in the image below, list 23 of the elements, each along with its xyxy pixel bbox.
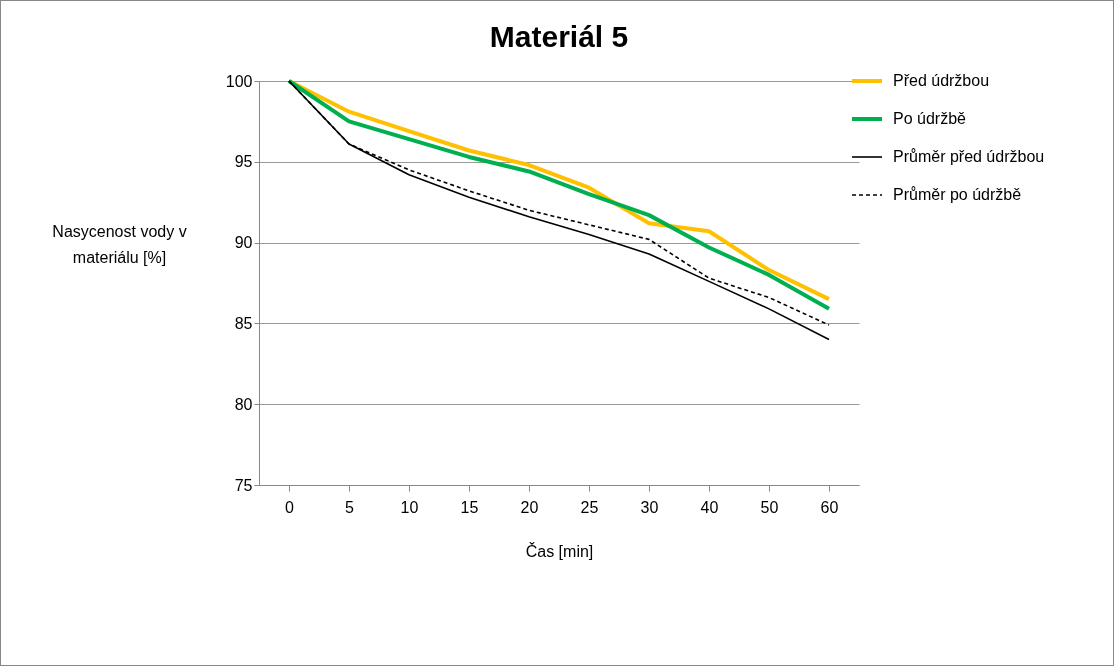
x-tick-label: 60 (820, 498, 839, 516)
x-tick-label: 10 (400, 498, 419, 516)
y-tick-label: 85 (234, 314, 253, 332)
x-tick-label: 30 (640, 498, 659, 516)
x-tick-label: 20 (520, 498, 539, 516)
legend-label: Průměr po údržbě (893, 186, 1022, 203)
y-axis-title: Nasycenost vody v materiálu [%] (52, 222, 187, 266)
legend-label: Po údržbě (893, 110, 967, 127)
y-tick-label: 80 (234, 395, 253, 413)
y-tick-label: 75 (234, 476, 253, 494)
x-tick-label: 15 (460, 498, 479, 516)
y-tick-label: 95 (234, 153, 253, 171)
legend-label: Průměr před údržbou (893, 148, 1045, 165)
x-tick-label: 40 (700, 498, 719, 516)
x-axis-title: Čas [min] (525, 541, 594, 560)
y-tick-label: 90 (234, 234, 253, 252)
x-tick-label: 0 (285, 498, 295, 516)
legend-label: Před údržbou (893, 72, 990, 89)
y-tick-label: 100 (225, 72, 253, 90)
x-tick-label: 25 (580, 498, 599, 516)
chart-title: Materiál 5 (489, 20, 629, 53)
x-tick-label: 50 (760, 498, 779, 516)
x-tick-label: 5 (345, 498, 355, 516)
